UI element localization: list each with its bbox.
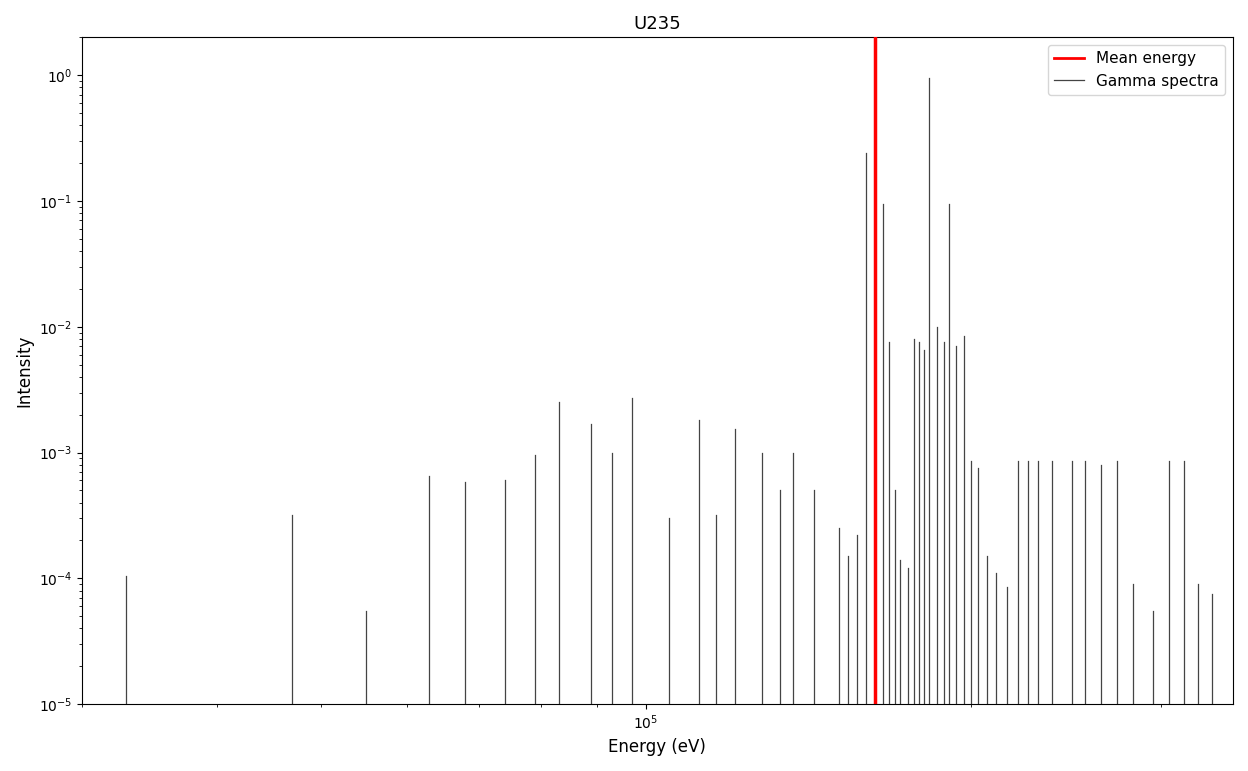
Legend: Mean energy, Gamma spectra: Mean energy, Gamma spectra — [1047, 45, 1226, 95]
Title: U235: U235 — [634, 15, 681, 33]
X-axis label: Energy (eV): Energy (eV) — [609, 738, 706, 756]
Y-axis label: Intensity: Intensity — [15, 335, 32, 407]
